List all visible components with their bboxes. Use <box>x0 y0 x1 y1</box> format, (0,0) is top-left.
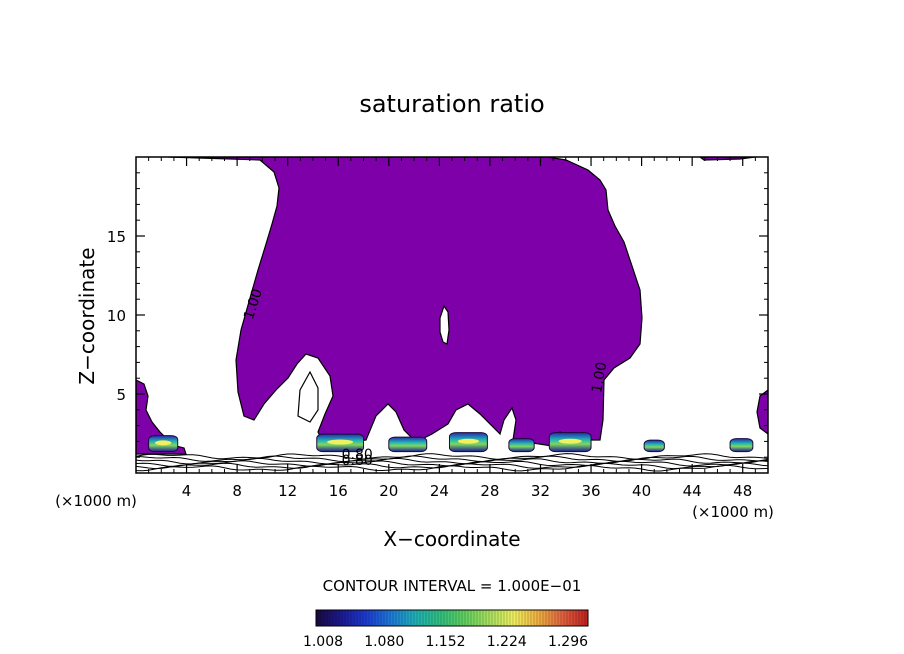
low-level-contours <box>136 453 768 472</box>
x-tick-label: 4 <box>182 482 192 500</box>
x-tick-label: 12 <box>278 482 297 500</box>
high-saturation-cell <box>643 439 665 453</box>
low-level-contour <box>136 464 768 472</box>
high-saturation-cells <box>148 432 754 453</box>
x-tick-label: 20 <box>379 482 398 500</box>
contour-label: 0.80 <box>342 447 373 463</box>
x-axis-label: X−coordinate <box>383 527 520 551</box>
colorbar-stripes <box>317 611 586 625</box>
chart-title: saturation ratio <box>359 90 544 118</box>
colorbar-swatch <box>315 609 589 627</box>
x-unit-right: (×1000 m) <box>692 503 774 521</box>
x-unit-left: (×1000 m) <box>55 492 137 510</box>
supersaturated-region <box>136 157 768 455</box>
cell-core <box>155 440 172 446</box>
colorbar-labels: 1.008 1.080 1.152 1.224 1.296 <box>303 634 588 650</box>
saturation-fill-right <box>756 389 768 435</box>
x-tick-label: 16 <box>329 482 348 500</box>
contour-interval-text: CONTOUR INTERVAL = 1.000E−01 <box>323 577 582 595</box>
x-tick-label: 24 <box>430 482 449 500</box>
cell-core <box>327 439 354 445</box>
colorbar-tick-label: 1.296 <box>548 634 588 650</box>
colorbar-tick-label: 1.080 <box>364 634 404 650</box>
colorbar: 1.008 1.080 1.152 1.224 1.296 <box>303 609 589 650</box>
y-tick-label: 5 <box>116 386 126 404</box>
y-axis-label: Z−coordinate <box>75 247 99 384</box>
colorbar-tick-label: 1.224 <box>487 634 527 650</box>
x-tick-label: 8 <box>232 482 242 500</box>
x-tick-label: 36 <box>581 482 600 500</box>
x-tick-label: 48 <box>733 482 752 500</box>
plot-area <box>136 157 768 472</box>
x-tick-label: 44 <box>683 482 702 500</box>
colorbar-tick-label: 1.152 <box>425 634 465 650</box>
cell-core <box>457 438 480 444</box>
contour-label: 0.80 <box>342 453 373 469</box>
low-level-contour <box>136 453 768 460</box>
saturation-fill-main <box>167 157 643 447</box>
x-tick-label: 40 <box>632 482 651 500</box>
x-tick-label: 28 <box>480 482 499 500</box>
colorbar-tick-label: 1.008 <box>303 634 343 650</box>
y-tick-label: 10 <box>107 307 126 325</box>
high-saturation-cell <box>508 438 535 453</box>
subsaturated-hole <box>439 304 450 345</box>
contour-label: 1.00 <box>589 361 610 394</box>
y-tick-label: 15 <box>107 228 126 246</box>
high-saturation-cell <box>729 438 754 453</box>
high-saturation-cell <box>388 436 428 453</box>
x-tick-label: 32 <box>531 482 550 500</box>
cell-core <box>558 438 582 444</box>
subsaturated-hole <box>297 370 319 423</box>
low-level-contour <box>136 455 768 463</box>
